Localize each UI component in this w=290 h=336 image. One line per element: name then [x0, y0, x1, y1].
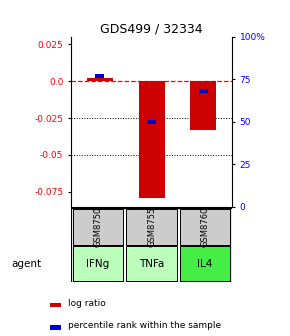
- Text: TNFa: TNFa: [139, 259, 164, 269]
- Bar: [126, 246, 177, 281]
- Title: GDS499 / 32334: GDS499 / 32334: [100, 23, 203, 36]
- Bar: [180, 246, 230, 281]
- Text: GSM8760: GSM8760: [201, 207, 210, 247]
- Text: GSM8750: GSM8750: [93, 207, 102, 247]
- Text: GSM8755: GSM8755: [147, 207, 156, 247]
- Bar: [126, 209, 177, 245]
- Text: log ratio: log ratio: [68, 299, 105, 308]
- Bar: [50, 326, 61, 330]
- Bar: [199, 89, 208, 93]
- Text: agent: agent: [11, 259, 41, 269]
- Text: percentile rank within the sample: percentile rank within the sample: [68, 321, 221, 330]
- Bar: [139, 81, 164, 198]
- Text: IFNg: IFNg: [86, 259, 110, 269]
- Bar: [73, 246, 123, 281]
- Bar: [147, 120, 156, 124]
- Bar: [180, 209, 230, 245]
- Bar: [87, 78, 113, 81]
- Bar: [191, 81, 216, 130]
- Bar: [50, 303, 61, 307]
- Bar: [73, 209, 123, 245]
- Text: IL4: IL4: [197, 259, 213, 269]
- Bar: [95, 74, 104, 78]
